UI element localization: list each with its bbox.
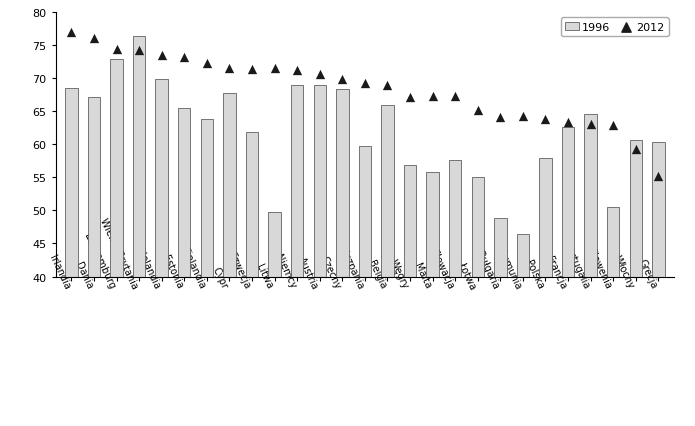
Point (247, 67, 258, 74)
Bar (178, 109, 190, 426)
Point (133, 48, 145, 55)
Bar (471, 177, 484, 426)
Bar (223, 94, 236, 426)
Bar (516, 235, 529, 426)
Bar (404, 165, 416, 426)
Bar (246, 133, 259, 426)
Bar (494, 219, 507, 426)
Bar (111, 60, 123, 426)
Point (66, 30, 77, 37)
Point (653, 173, 664, 180)
Point (179, 54, 190, 61)
Point (382, 82, 393, 89)
Bar (359, 146, 371, 426)
Point (607, 122, 619, 129)
Bar (584, 115, 597, 426)
Point (111, 46, 122, 53)
Point (630, 146, 641, 153)
Bar (382, 106, 393, 426)
Bar (562, 128, 574, 426)
Point (517, 113, 528, 120)
Bar (201, 120, 213, 426)
Bar (539, 159, 552, 426)
Point (450, 93, 461, 100)
Point (585, 121, 596, 128)
Bar (88, 97, 100, 426)
Point (472, 107, 483, 114)
Legend: 1996, 2012: 1996, 2012 (561, 18, 669, 37)
Bar (652, 142, 664, 426)
Bar (313, 85, 326, 426)
Bar (336, 90, 348, 426)
Point (404, 95, 416, 101)
Point (540, 116, 551, 123)
Bar (268, 212, 281, 426)
Point (427, 93, 438, 100)
Bar (427, 173, 439, 426)
Point (359, 81, 370, 87)
Point (562, 120, 573, 127)
Bar (291, 85, 303, 426)
Bar (156, 80, 168, 426)
Bar (65, 89, 78, 426)
Point (202, 60, 213, 67)
Bar (449, 161, 461, 426)
Bar (630, 141, 642, 426)
Point (292, 67, 303, 74)
Point (337, 76, 348, 83)
Bar (133, 37, 145, 426)
Point (156, 53, 167, 60)
Point (224, 66, 235, 72)
Point (495, 114, 506, 121)
Point (88, 35, 99, 42)
Bar (607, 207, 619, 426)
Point (314, 72, 325, 78)
Point (269, 66, 280, 72)
